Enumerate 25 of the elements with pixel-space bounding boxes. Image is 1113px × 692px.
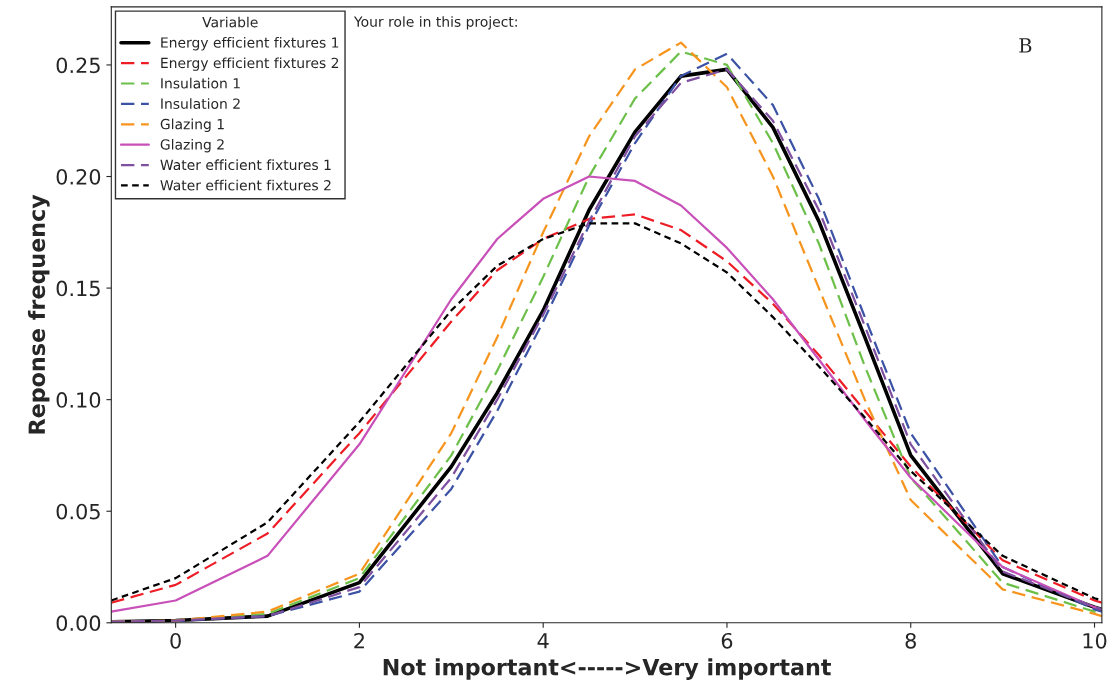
legend-label: Water efficient fixtures 1 — [160, 159, 331, 171]
y-tick-label: 0.20 — [56, 168, 101, 185]
y-tick-label: 0.25 — [56, 57, 100, 74]
annotation: Your role in this project: — [353, 16, 517, 30]
legend-label: Energy efficient fixtures 2 — [161, 57, 339, 71]
x-tick-label: 6 — [721, 632, 733, 649]
y-tick-label: 0.05 — [56, 503, 100, 520]
legend-label: Insulation 1 — [161, 77, 240, 89]
x-tick-label: 2 — [354, 632, 364, 649]
y-tick-label: 0.15 — [56, 280, 100, 297]
legend-label: Glazing 2 — [160, 138, 224, 153]
legend-label: Glazing 1 — [160, 118, 224, 133]
x-axis-title: Not important<----->Very important — [383, 658, 831, 680]
x-tick-label: 0 — [170, 632, 181, 649]
x-tick-label: 4 — [537, 633, 549, 649]
y-tick-label: 0.00 — [56, 615, 101, 632]
x-tick-label: 10 — [1083, 632, 1107, 649]
y-tick-label: 0.10 — [56, 392, 101, 408]
legend-label: Energy efficient fixtures 1 — [161, 37, 339, 51]
legend-title: Variable — [202, 16, 258, 28]
annotation: B — [1019, 38, 1032, 53]
x-tick-label: 8 — [905, 632, 916, 649]
legend-label: Water efficient fixtures 2 — [160, 179, 331, 191]
y-axis-title: Reponse frequency — [27, 194, 50, 434]
legend-label: Insulation 2 — [161, 98, 240, 109]
